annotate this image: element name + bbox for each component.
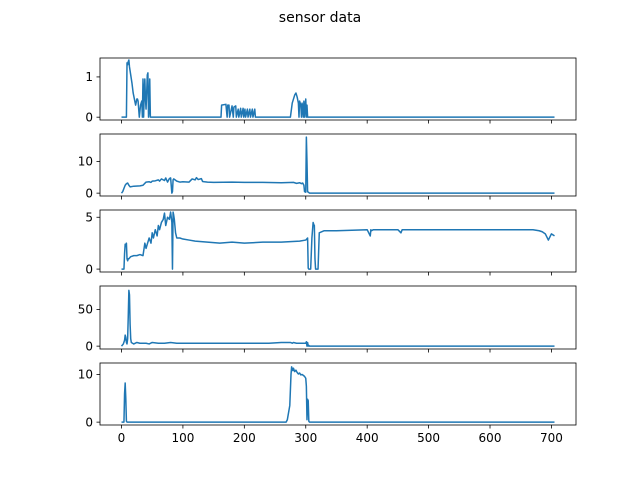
subplot-1-ytick-label: 0 (85, 110, 93, 124)
subplot-3-series-line (121, 211, 555, 270)
subplot-5-xtick-label: 600 (479, 431, 502, 445)
subplot-2-frame (99, 133, 577, 197)
subplot-5-series-line (121, 366, 555, 423)
subplot-4-ytick-label: 0 (85, 339, 93, 353)
subplot-5-ytick-label: 10 (78, 368, 93, 382)
subplot-1: 01 (85, 57, 577, 124)
subplot-5-xtick-label: 100 (171, 431, 194, 445)
subplot-1-series-line (121, 59, 555, 118)
subplot-3-ytick-label: 0 (85, 262, 93, 276)
subplot-3: 05 (85, 209, 577, 276)
subplot-1-frame (99, 57, 577, 121)
subplot-4: 0 50 (78, 285, 577, 353)
subplot-1-ytick-label: 1 (85, 70, 93, 84)
subplot-2: 0 10 (78, 133, 577, 200)
subplot-5-xtick-label: 500 (417, 431, 440, 445)
subplot-4-ytick-label: 50 (78, 303, 93, 317)
subplot-5-ytick-label: 0 (85, 415, 93, 429)
subplot-5-xtick-label: 400 (356, 431, 379, 445)
subplot-5: 0 100 200 300 400 500 600 700 0 10 (78, 362, 577, 445)
subplot-3-frame (99, 209, 577, 273)
subplot-5-xtick-label: 0 (118, 431, 126, 445)
subplot-4-frame (99, 285, 577, 350)
subplot-5-xtick-label: 700 (540, 431, 563, 445)
subplot-4-series-line (120, 289, 555, 347)
subplot-2-ytick-label: 10 (78, 155, 93, 169)
subplot-5-xtick-label: 200 (233, 431, 256, 445)
subplot-2-series-line (120, 136, 555, 194)
subplot-5-xtick-label: 300 (294, 431, 317, 445)
subplot-3-ytick-label: 5 (85, 210, 93, 224)
subplot-2-ytick-label: 0 (85, 186, 93, 200)
subplot-5-frame (99, 362, 577, 426)
figure-title: sensor data (279, 10, 361, 26)
